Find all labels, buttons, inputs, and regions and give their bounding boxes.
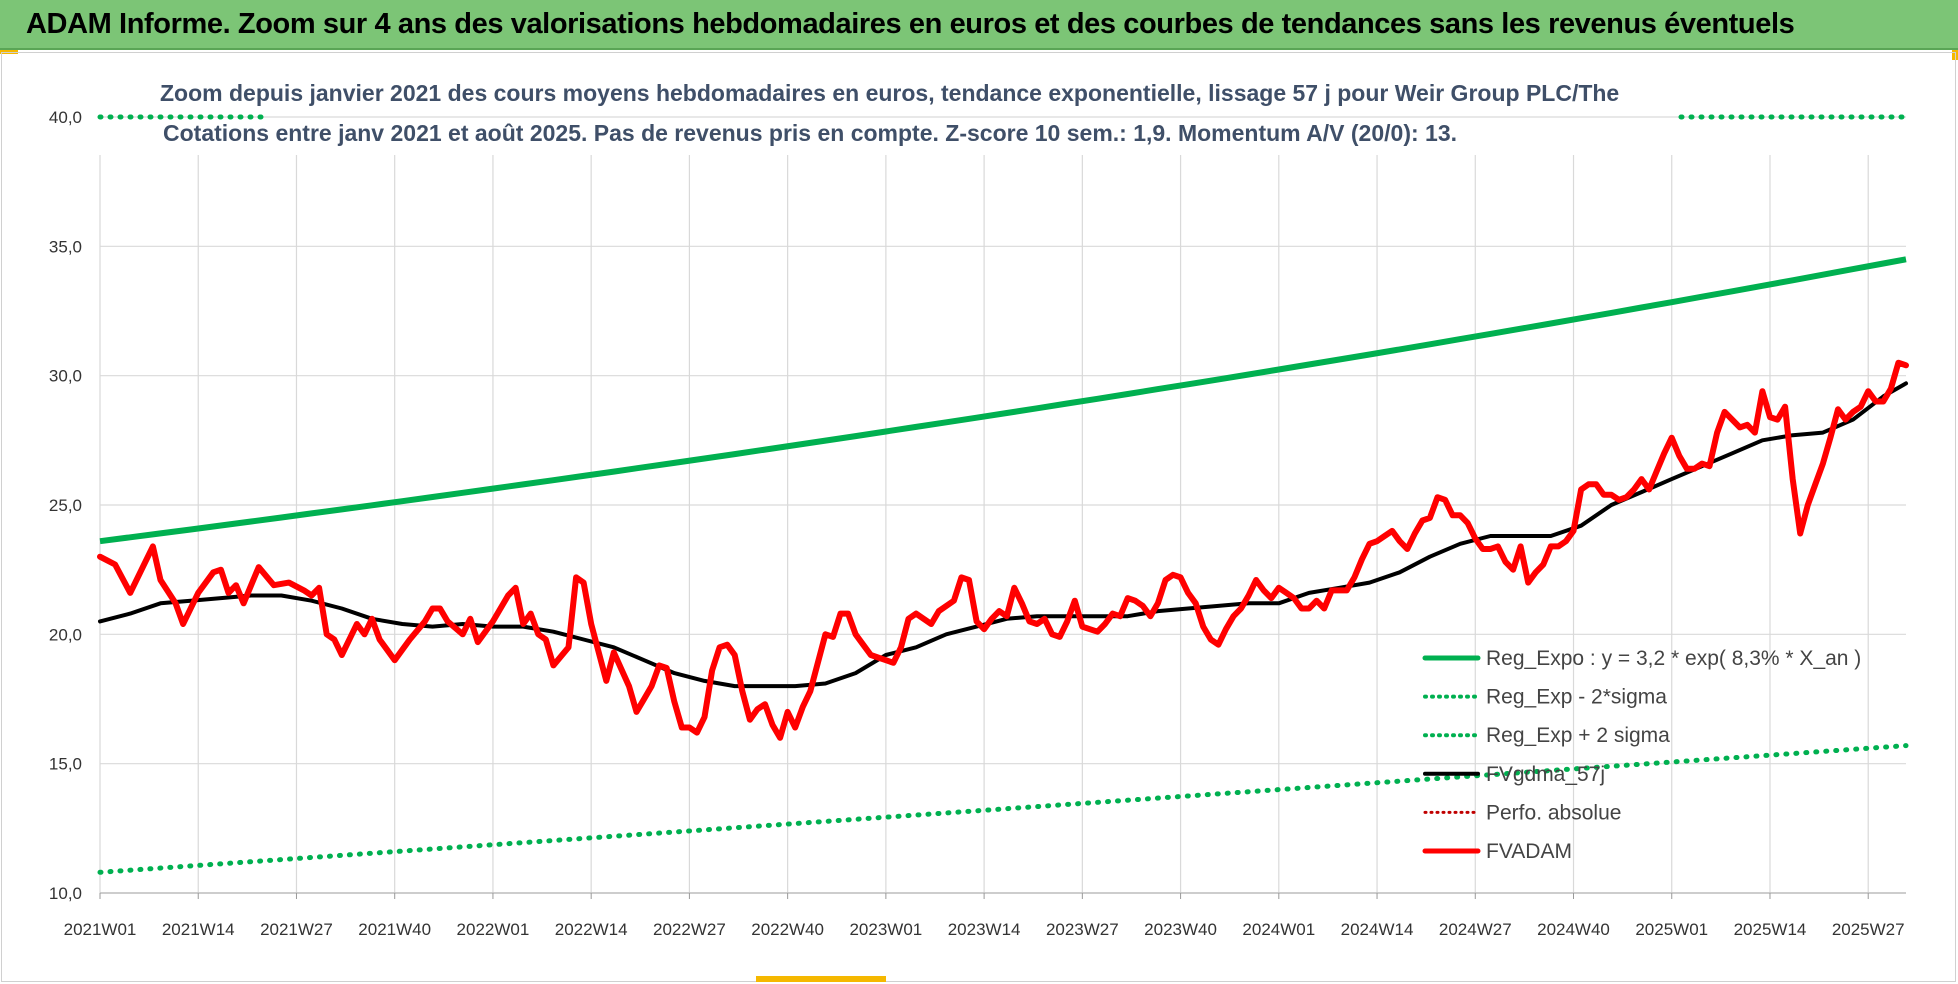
y-tick-label: 35,0 [49,237,82,256]
x-tick-label: 2022W01 [457,920,530,939]
gridlines [99,116,1906,894]
legend-label: Reg_Exp - 2*sigma [1486,686,1667,709]
y-tick-label: 40,0 [49,108,82,127]
lower-band-line [97,743,1909,875]
x-tick-label: 2024W01 [1242,920,1315,939]
legend: Reg_Expo : y = 3,2 * exp( 8,3% * X_an ) R… [1422,647,1861,863]
moving-average-line [98,381,1908,689]
x-tick-label: 2025W27 [1832,920,1905,939]
chart-subtitle: Cotations entre janv 2021 et août 2025. … [163,120,1457,146]
x-tick-label: 2023W14 [948,920,1021,939]
y-tick-label: 25,0 [49,496,82,515]
legend-label: Reg_Expo : y = 3,2 * exp( 8,3% * X_an ) [1486,647,1861,670]
series-lines [97,114,1909,875]
y-tick-label: 30,0 [49,367,82,386]
x-tick-label: 2024W40 [1537,920,1610,939]
y-tick-label: 20,0 [49,625,82,644]
x-axis-ticks: 2021W01 2021W14 2021W27 2021W40 2022W01 2022W… [64,893,1905,939]
legend-label: FVgdma_57j [1486,763,1605,786]
trend-line [99,256,1907,545]
y-tick-label: 15,0 [49,755,82,774]
chart-frame [1,52,1956,982]
x-tick-label: 2021W14 [162,920,235,939]
x-tick-label: 2022W27 [653,920,726,939]
x-tick-label: 2021W27 [260,920,333,939]
x-tick-label: 2021W01 [64,920,137,939]
report-title: ADAM Informe. Zoom sur 4 ans des valoris… [26,8,1795,40]
x-tick-label: 2023W01 [849,920,922,939]
x-tick-label: 2023W40 [1144,920,1217,939]
y-tick-label: 10,0 [49,884,82,903]
accent-mark [756,976,886,982]
legend-label: FVADAM [1486,840,1572,863]
chart-title: Zoom depuis janvier 2021 des cours moyen… [160,80,1620,106]
x-tick-label: 2025W01 [1635,920,1708,939]
y-axis-ticks: 10,0 15,0 20,0 25,0 30,0 35,0 40,0 [49,108,82,903]
x-tick-label: 2025W14 [1734,920,1807,939]
x-tick-label: 2024W14 [1341,920,1414,939]
legend-label: Perfo. absolue [1486,801,1621,824]
legend-label: Reg_Exp + 2 sigma [1486,724,1670,747]
title-banner: ADAM Informe. Zoom sur 4 ans des valoris… [0,0,1958,50]
x-tick-label: 2021W40 [358,920,431,939]
x-tick-label: 2022W40 [751,920,824,939]
x-tick-label: 2024W27 [1439,920,1512,939]
x-tick-label: 2022W14 [555,920,628,939]
x-tick-label: 2023W27 [1046,920,1119,939]
fvadam-line [97,359,1909,741]
